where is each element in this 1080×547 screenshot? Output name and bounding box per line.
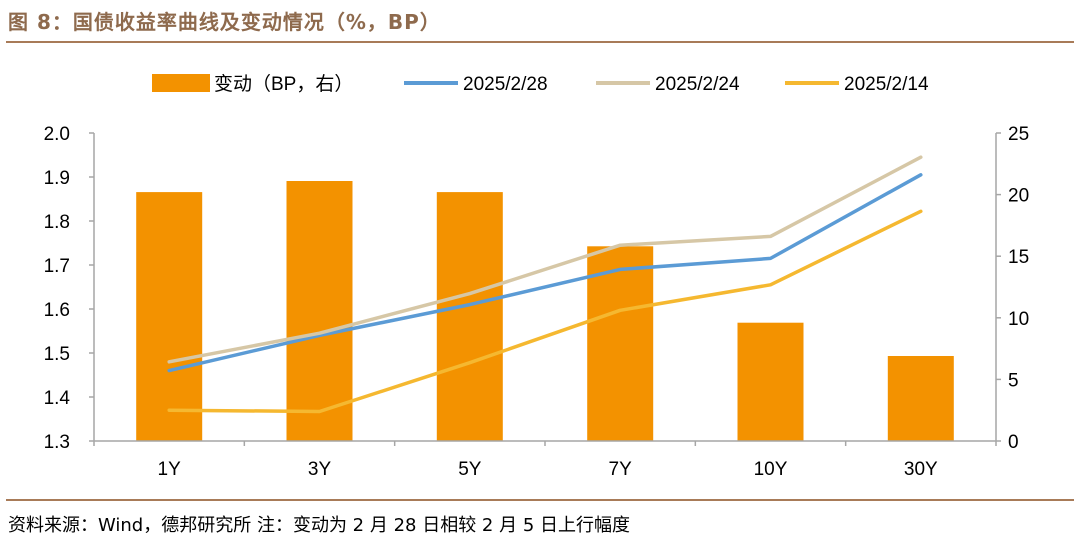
- chart-title: 图 8：国债收益率曲线及变动情况（%，BP）: [8, 10, 441, 34]
- x-tick-label-3Y: 3Y: [308, 459, 332, 480]
- bar-series: [136, 181, 954, 441]
- source-note: 资料来源：Wind，德邦研究所 注：变动为 2 月 28 日相较 2 月 5 日…: [8, 515, 630, 536]
- legend-label-2025/2/28: 2025/2/28: [463, 74, 548, 95]
- y-left-tick-label: 1.6: [44, 300, 70, 321]
- y-left-tick-label: 1.4: [44, 388, 71, 409]
- bar-7Y: [587, 246, 654, 441]
- x-tick-label-1Y: 1Y: [158, 459, 182, 480]
- x-tick-label-30Y: 30Y: [904, 459, 938, 480]
- series-line-2025/2/14: [167, 209, 923, 414]
- chart: 变动（BP，右） 2025/2/28 2025/2/24 2025/2/14 1.31…: [44, 73, 1030, 480]
- y-right-tick-label: 25: [1008, 124, 1029, 145]
- y-left-tick-label: 1.9: [44, 168, 70, 189]
- title-divider: [6, 41, 1074, 43]
- bar-1Y: [136, 192, 203, 441]
- line-series: [167, 155, 923, 414]
- y-left-tick-label: 1.5: [44, 344, 70, 365]
- bar-5Y: [436, 192, 503, 441]
- series-line-2025/2/24: [167, 155, 923, 364]
- y-right-tick-label: 20: [1008, 186, 1029, 207]
- y-left-tick-label: 1.7: [44, 256, 70, 277]
- bar-10Y: [737, 322, 804, 441]
- y-right-tick-label: 5: [1008, 370, 1019, 391]
- axes: 1.3 1.4 1.5 1.6 1.7 1.8 1.9 2.0 0 5 10 15 20 25 1Y 3Y 5Y…: [44, 124, 1030, 480]
- y-left-tick-label: 1.8: [44, 212, 70, 233]
- y-right-tick-label: 10: [1008, 309, 1029, 330]
- y-right-tick-label: 15: [1008, 247, 1029, 268]
- y-left-tick-label: 1.3: [44, 432, 70, 453]
- x-tick-label-5Y: 5Y: [458, 459, 482, 480]
- legend-label-bars: 变动（BP，右）: [214, 73, 353, 95]
- footer-divider: [6, 499, 1074, 501]
- legend-swatch-bars: [152, 74, 210, 92]
- series-line-2025/2/28: [167, 173, 923, 373]
- bar-3Y: [286, 181, 353, 441]
- bar-30Y: [887, 356, 954, 441]
- y-right-tick-label: 0: [1008, 432, 1019, 453]
- x-tick-label-10Y: 10Y: [754, 459, 788, 480]
- y-left-tick-label: 2.0: [44, 124, 70, 145]
- legend-label-2025/2/14: 2025/2/14: [844, 74, 929, 95]
- x-tick-label-7Y: 7Y: [609, 459, 633, 480]
- legend-label-2025/2/24: 2025/2/24: [655, 74, 740, 95]
- legend: 变动（BP，右） 2025/2/28 2025/2/24 2025/2/14: [152, 73, 929, 95]
